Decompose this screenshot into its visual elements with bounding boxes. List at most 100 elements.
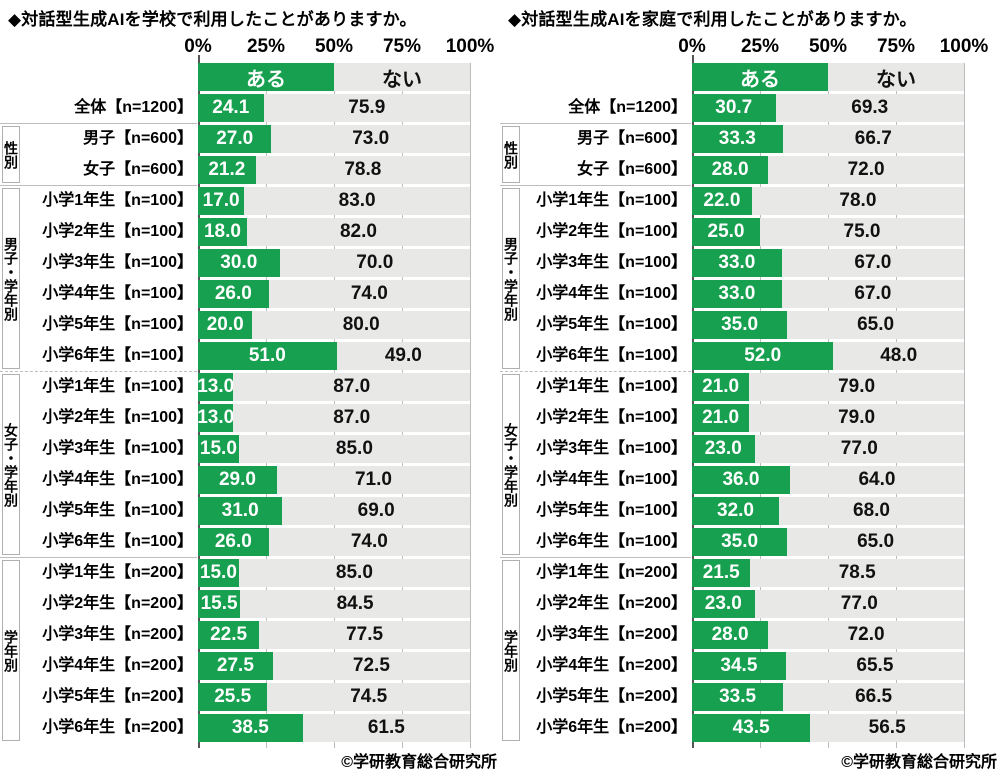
bar-no-value: 73.0: [352, 128, 390, 149]
chart-title: ◆対話型生成AIを家庭で利用したことがありますか。: [508, 10, 917, 29]
bar-yes: 33.5: [692, 683, 784, 711]
row-group: 男子・学年別 小学1年生【n=100】 17.0 83.0 小学2年生【n=100】 18…: [0, 185, 500, 373]
table-row: 小学5年生【n=100】 31.0 69.0: [0, 497, 500, 525]
bar-yes-value: 33.0: [718, 283, 756, 304]
table-row: 小学6年生【n=100】 35.0 65.0: [500, 528, 1000, 556]
bar-pair: 32.0 68.0: [692, 497, 964, 525]
bar-yes: 51.0: [198, 342, 337, 370]
bar-no: 69.0: [282, 497, 470, 525]
bar-pair: 34.5 65.5: [692, 652, 964, 680]
chart-body: ある ない 全体【n=1200】 30.7 69.3 性別 男子【n=600】 33.3 66.…: [500, 55, 1000, 748]
row-label: 小学5年生【n=100】: [42, 502, 193, 519]
row-label: 小学6年生【n=200】: [42, 719, 193, 736]
table-row: 全体【n=1200】 24.1 75.9: [0, 94, 500, 122]
bar-yes-value: 25.0: [707, 221, 745, 242]
table-row: 小学5年生【n=100】 20.0 80.0: [0, 311, 500, 339]
row-label: 小学3年生【n=200】: [536, 626, 687, 643]
bar-yes: 33.0: [692, 249, 782, 277]
bar-yes: 26.0: [198, 528, 269, 556]
bar-yes-value: 28.0: [711, 624, 749, 645]
bar-yes-value: 33.0: [718, 252, 756, 273]
bar-yes-value: 35.0: [721, 314, 759, 335]
bar-no-value: 72.0: [847, 624, 885, 645]
bar-yes: 31.0: [198, 497, 283, 525]
bar-no-value: 74.0: [350, 531, 388, 552]
bar-pair: 52.0 48.0: [692, 342, 964, 370]
legend-spacer: [0, 63, 198, 91]
bar-no: 74.0: [268, 280, 470, 308]
bar-no: 61.5: [302, 714, 470, 742]
bar-no: 79.0: [749, 373, 964, 401]
x-tick-label: 0%: [678, 36, 706, 57]
bar-no-value: 82.0: [339, 221, 377, 242]
table-row: 全体【n=1200】 30.7 69.3: [500, 94, 1000, 122]
bar-no-value: 77.0: [840, 438, 878, 459]
row-label: 小学3年生【n=100】: [536, 254, 687, 271]
bar-yes-value: 34.5: [720, 655, 758, 676]
row-label: 男子【n=600】: [83, 130, 193, 147]
row-label: 小学1年生【n=200】: [536, 564, 687, 581]
bar-no: 65.5: [785, 652, 964, 680]
row-label: 小学1年生【n=100】: [42, 378, 193, 395]
group-label-box: 男子・学年別: [2, 188, 20, 369]
bar-yes: 13.0: [197, 404, 234, 432]
bar-yes: 20.0: [198, 311, 253, 339]
bar-no: 64.0: [789, 466, 964, 494]
bar-yes: 18.0: [198, 218, 247, 246]
copyright: ©学研教育総合研究所: [841, 754, 997, 771]
bar-no: 66.7: [782, 125, 964, 153]
chart-home: ◆対話型生成AIを家庭で利用したことがありますか。 0% 25% 50% 75% 100…: [500, 0, 1000, 777]
table-row: 女子【n=600】 28.0 72.0: [500, 156, 1000, 184]
bar-no: 75.9: [263, 94, 470, 122]
row-label: 小学5年生【n=100】: [42, 316, 193, 333]
bar-yes-value: 30.7: [715, 97, 753, 118]
row-label: 小学3年生【n=200】: [42, 626, 193, 643]
row-group: 全体【n=1200】 30.7 69.3: [500, 94, 1000, 125]
bar-yes-value: 15.0: [199, 562, 237, 583]
table-row: 小学3年生【n=100】 33.0 67.0: [500, 249, 1000, 277]
table-row: 小学3年生【n=200】 22.5 77.5: [0, 621, 500, 649]
bar-no-value: 75.9: [348, 97, 386, 118]
bar-yes: 24.1: [198, 94, 264, 122]
bar-yes-value: 23.0: [704, 438, 742, 459]
bar-yes-value: 20.0: [206, 314, 244, 335]
bar-pair: 26.0 74.0: [198, 280, 470, 308]
row-label: 女子【n=600】: [83, 161, 193, 178]
table-row: 小学4年生【n=100】 36.0 64.0: [500, 466, 1000, 494]
row-label: 小学4年生【n=100】: [536, 471, 687, 488]
bar-no: 66.5: [783, 683, 964, 711]
bar-no-value: 78.5: [838, 562, 876, 583]
legend-bars: ある ない: [198, 63, 470, 91]
bar-no: 80.0: [252, 311, 470, 339]
bar-yes: 13.0: [197, 373, 234, 401]
bar-no: 85.0: [238, 435, 470, 463]
zero-axis-line: [692, 55, 694, 748]
legend-no-swatch: ない: [828, 63, 964, 91]
bar-yes: 52.0: [692, 342, 834, 370]
row-label: 小学4年生【n=100】: [42, 285, 193, 302]
table-row: 小学3年生【n=100】 30.0 70.0: [0, 249, 500, 277]
copyright: ©学研教育総合研究所: [341, 754, 497, 771]
bar-no-value: 66.5: [855, 686, 893, 707]
bar-no: 48.0: [833, 342, 964, 370]
table-row: 小学2年生【n=100】 25.0 75.0: [500, 218, 1000, 246]
bar-yes: 15.5: [198, 590, 241, 618]
bar-pair: 21.2 78.8: [198, 156, 470, 184]
bar-no-value: 85.0: [335, 562, 373, 583]
bar-yes: 33.3: [692, 125, 783, 153]
x-tick-label: 25%: [246, 36, 286, 57]
bar-pair: 23.0 77.0: [692, 590, 964, 618]
bar-pair: 30.7 69.3: [692, 94, 964, 122]
bar-no-value: 87.0: [333, 407, 371, 428]
bar-yes-value: 26.0: [214, 531, 252, 552]
legend-no-label: ない: [382, 68, 422, 91]
bar-yes: 25.5: [198, 683, 268, 711]
legend-no-swatch: ない: [334, 63, 470, 91]
table-row: 男子【n=600】 33.3 66.7: [500, 125, 1000, 153]
bar-yes: 15.0: [198, 435, 239, 463]
bar-pair: 23.0 77.0: [692, 435, 964, 463]
x-tick-label: 25%: [740, 36, 780, 57]
bar-pair: 33.3 66.7: [692, 125, 964, 153]
bar-no: 74.5: [267, 683, 470, 711]
x-tick-label: 50%: [314, 36, 354, 57]
